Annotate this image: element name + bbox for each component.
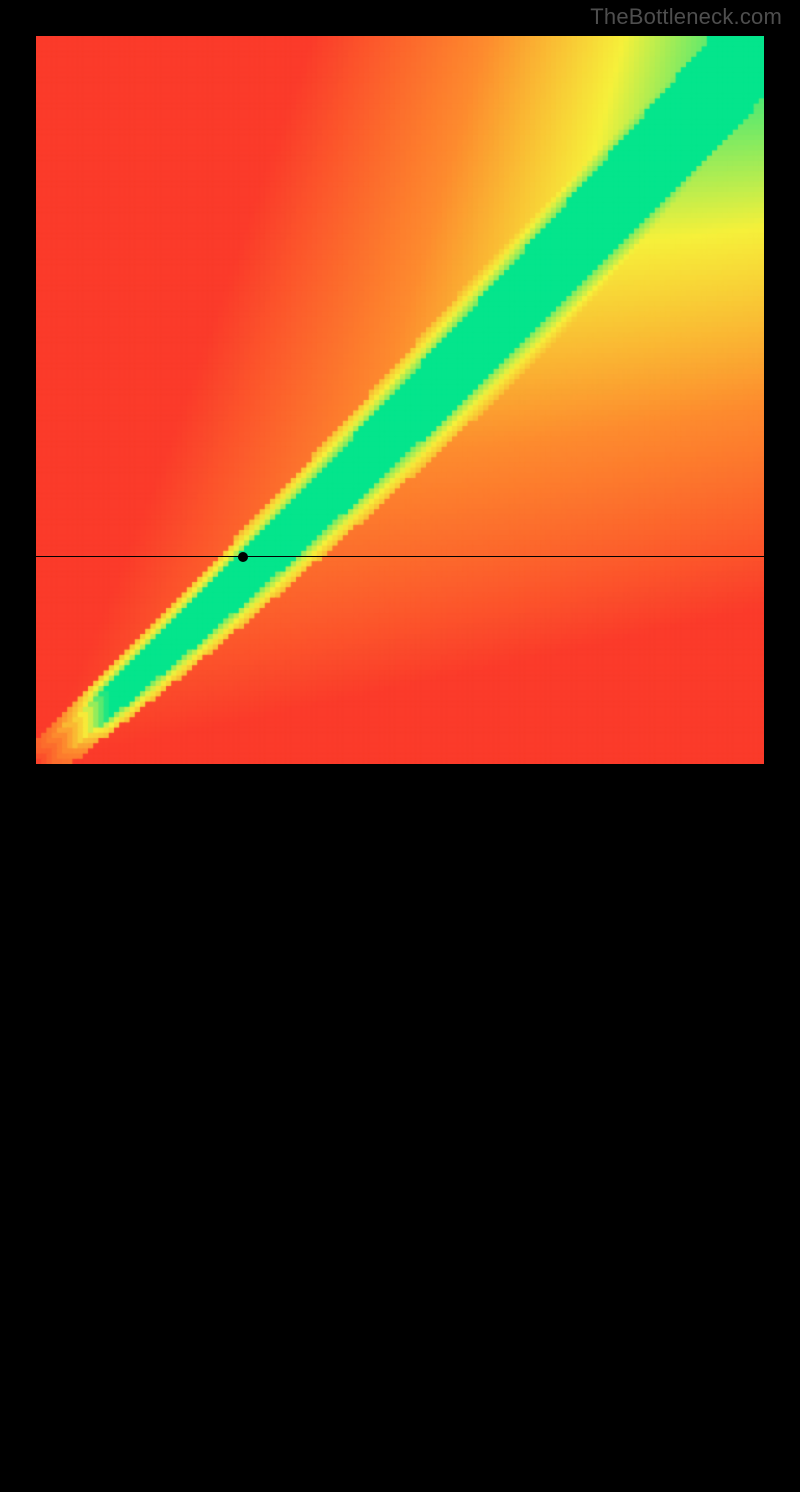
- crosshair-vertical: [243, 764, 244, 1492]
- watermark-text: TheBottleneck.com: [590, 4, 782, 30]
- data-point-marker: [238, 552, 248, 562]
- bottleneck-heatmap: [36, 36, 764, 764]
- heatmap-canvas: [36, 36, 764, 764]
- crosshair-horizontal: [36, 556, 764, 557]
